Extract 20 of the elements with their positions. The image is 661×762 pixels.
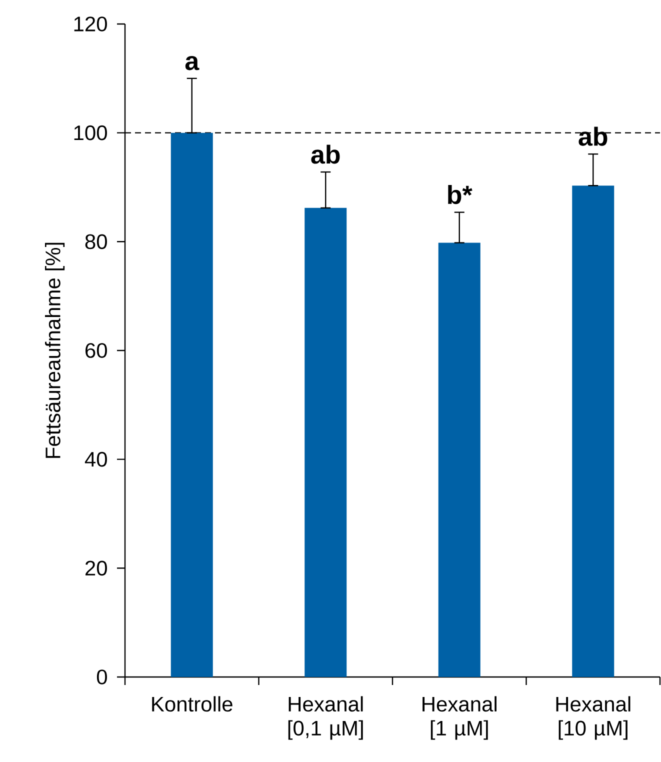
y-axis-title: Fettsäureaufnahme [%] <box>45 242 65 458</box>
bar <box>304 208 347 677</box>
y-tick-label: 60 <box>86 343 108 358</box>
x-tick-label: Kontrolle <box>152 696 233 712</box>
y-tick-label: 120 <box>74 16 108 32</box>
y-tick-label: 80 <box>86 234 108 250</box>
y-tick-label: 40 <box>85 452 108 467</box>
y-tick-label: 0 <box>97 670 108 684</box>
y-tick-label: 100 <box>74 125 108 140</box>
annotation: ab <box>578 126 608 146</box>
annotation: b* <box>448 184 473 204</box>
x-tick-label: Hexanal [10 µM] <box>556 696 630 740</box>
annotation: ab <box>311 144 340 164</box>
x-tick-label: Hexanal [1 µM] <box>422 696 497 740</box>
bar <box>171 132 214 677</box>
x-tick-label: Hexanal [0,1 µM] <box>288 696 364 740</box>
annotation: a <box>186 56 200 70</box>
bar <box>438 242 481 677</box>
bar <box>572 186 614 677</box>
y-tick-label: 20 <box>86 560 108 576</box>
